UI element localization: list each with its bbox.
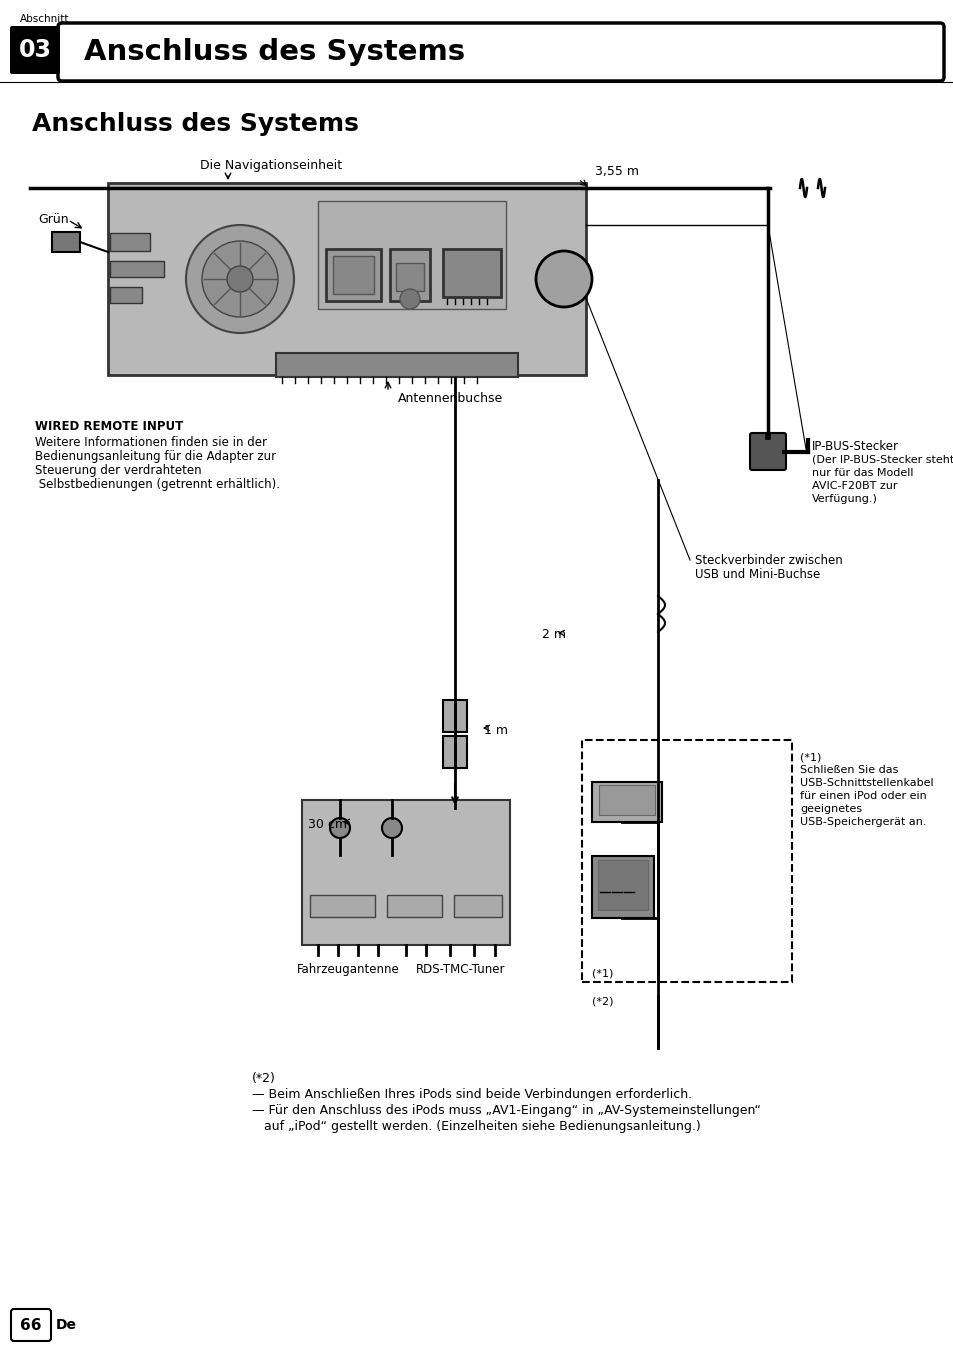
Text: (*2): (*2): [252, 1072, 275, 1086]
Circle shape: [330, 818, 350, 838]
Bar: [326, 249, 380, 301]
Bar: [395, 264, 423, 291]
Bar: [110, 261, 164, 277]
Bar: [598, 786, 655, 815]
Bar: [108, 183, 585, 375]
Bar: [442, 249, 500, 297]
Text: 03: 03: [18, 38, 51, 62]
Text: Anschluss des Systems: Anschluss des Systems: [84, 38, 465, 66]
Text: geeignetes: geeignetes: [800, 804, 862, 814]
Bar: [275, 353, 517, 377]
Text: — Für den Anschluss des iPods muss „AV1-Eingang“ in „AV-Systemeinstellungen“: — Für den Anschluss des iPods muss „AV1-…: [252, 1105, 760, 1117]
Bar: [333, 256, 374, 293]
Bar: [390, 249, 430, 301]
Bar: [317, 201, 505, 310]
Bar: [302, 800, 510, 945]
Circle shape: [227, 266, 253, 292]
Text: RDS-TMC-Tuner: RDS-TMC-Tuner: [416, 963, 505, 976]
Text: Steckverbinder zwischen: Steckverbinder zwischen: [695, 554, 841, 566]
Text: Die Navigationseinheit: Die Navigationseinheit: [200, 160, 342, 172]
Circle shape: [202, 241, 277, 316]
Text: 3,55 m: 3,55 m: [595, 165, 639, 178]
Bar: [592, 781, 661, 822]
Text: USB und Mini-Buchse: USB und Mini-Buchse: [695, 568, 820, 581]
Text: 66: 66: [20, 1317, 42, 1333]
Bar: [598, 860, 647, 910]
Bar: [387, 895, 441, 917]
Bar: [110, 233, 150, 251]
Text: AVIC-F20BT zur: AVIC-F20BT zur: [811, 481, 897, 491]
Bar: [52, 233, 80, 251]
Bar: [442, 735, 467, 768]
Text: Verfügung.): Verfügung.): [811, 493, 877, 504]
Text: Antennenbuchse: Antennenbuchse: [397, 392, 503, 406]
Circle shape: [186, 224, 294, 333]
Bar: [592, 856, 654, 918]
Text: (*1): (*1): [592, 968, 613, 977]
Text: Grün: Grün: [38, 214, 69, 226]
Bar: [310, 895, 375, 917]
FancyBboxPatch shape: [58, 23, 943, 81]
Text: Selbstbedienungen (getrennt erhältlich).: Selbstbedienungen (getrennt erhältlich).: [35, 479, 280, 491]
Text: (Der IP-BUS-Stecker steht: (Der IP-BUS-Stecker steht: [811, 456, 953, 465]
Text: Anschluss des Systems: Anschluss des Systems: [32, 112, 358, 137]
Text: für einen iPod oder ein: für einen iPod oder ein: [800, 791, 925, 800]
Text: Fahrzeugantenne: Fahrzeugantenne: [296, 963, 399, 976]
FancyBboxPatch shape: [11, 1309, 51, 1341]
Text: 2 m: 2 m: [541, 629, 565, 641]
Text: — Beim Anschließen Ihres iPods sind beide Verbindungen erforderlich.: — Beim Anschließen Ihres iPods sind beid…: [252, 1088, 691, 1101]
Text: WIRED REMOTE INPUT: WIRED REMOTE INPUT: [35, 420, 183, 433]
FancyBboxPatch shape: [10, 26, 60, 74]
Circle shape: [399, 289, 419, 310]
Text: (*1): (*1): [800, 752, 821, 763]
Text: USB-Speichergerät an.: USB-Speichergerät an.: [800, 817, 925, 827]
Text: auf „iPod“ gestellt werden. (Einzelheiten siehe Bedienungsanleitung.): auf „iPod“ gestellt werden. (Einzelheite…: [252, 1119, 700, 1133]
Text: 30 cm: 30 cm: [308, 818, 347, 831]
Bar: [442, 700, 467, 731]
Circle shape: [536, 251, 592, 307]
Circle shape: [381, 818, 401, 838]
Circle shape: [353, 270, 371, 288]
Text: Steuerung der verdrahteten: Steuerung der verdrahteten: [35, 464, 201, 477]
Bar: [454, 895, 501, 917]
Text: (*2): (*2): [592, 996, 613, 1006]
Bar: [110, 287, 142, 303]
Text: Bedienungsanleitung für die Adapter zur: Bedienungsanleitung für die Adapter zur: [35, 450, 275, 462]
Text: Weitere Informationen finden sie in der: Weitere Informationen finden sie in der: [35, 435, 267, 449]
Text: 1 m: 1 m: [483, 723, 507, 737]
Text: USB-Schnittstellenkabel: USB-Schnittstellenkabel: [800, 777, 933, 788]
Text: De: De: [56, 1318, 77, 1332]
Text: Abschnitt: Abschnitt: [20, 14, 70, 24]
Text: nur für das Modell: nur für das Modell: [811, 468, 913, 479]
Text: Schließen Sie das: Schließen Sie das: [800, 765, 898, 775]
FancyBboxPatch shape: [749, 433, 785, 470]
Bar: [581, 740, 791, 982]
Text: IP-BUS-Stecker: IP-BUS-Stecker: [811, 439, 898, 453]
